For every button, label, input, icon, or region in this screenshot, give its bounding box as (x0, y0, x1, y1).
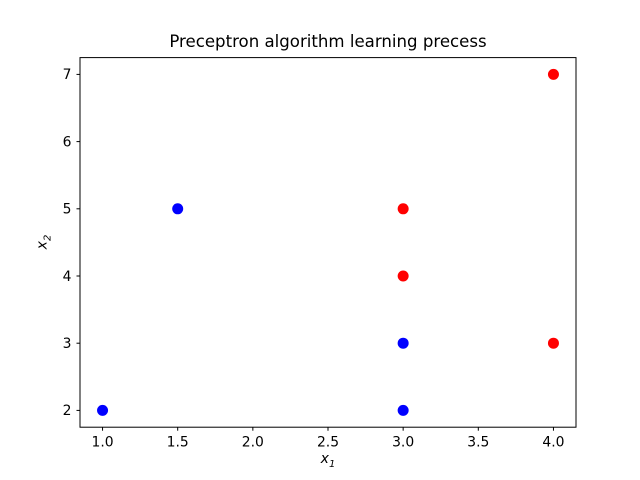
y-tick-label: 6 (63, 134, 72, 150)
y-axis-label-sub: 2 (42, 234, 54, 242)
x-axis-label-base: x (320, 451, 329, 467)
data-point-red-class (397, 203, 409, 215)
x-tick-label: 3.5 (467, 435, 489, 451)
plot-border (79, 57, 577, 428)
x-tick-label: 4.0 (542, 435, 564, 451)
y-tick-label: 5 (63, 202, 72, 218)
y-tick-label: 2 (63, 403, 72, 419)
y-tick-label: 7 (63, 67, 72, 83)
x-axis-label-sub: 1 (328, 458, 336, 470)
x-tick-label: 2.0 (242, 435, 264, 451)
data-point-red-class (547, 68, 559, 80)
data-point-red-class (547, 337, 559, 349)
x-tick-label: 1.0 (91, 435, 113, 451)
y-tick-label: 3 (63, 336, 72, 352)
data-point-blue-class (97, 404, 109, 416)
data-point-blue-class (172, 203, 184, 215)
data-point-red-class (397, 270, 409, 282)
x-tick-label: 3.0 (392, 435, 414, 451)
x-tick-label: 2.5 (317, 435, 339, 451)
chart-title: Preceptron algorithm learning precess (169, 32, 487, 51)
x-axis-label: x1 (80, 451, 576, 470)
y-axis-label: x2 (35, 235, 54, 250)
y-tick-label: 4 (63, 269, 72, 285)
data-point-blue-class (397, 404, 409, 416)
y-axis-label-base: x (34, 241, 51, 250)
data-point-blue-class (397, 337, 409, 349)
x-tick-label: 1.5 (167, 435, 189, 451)
